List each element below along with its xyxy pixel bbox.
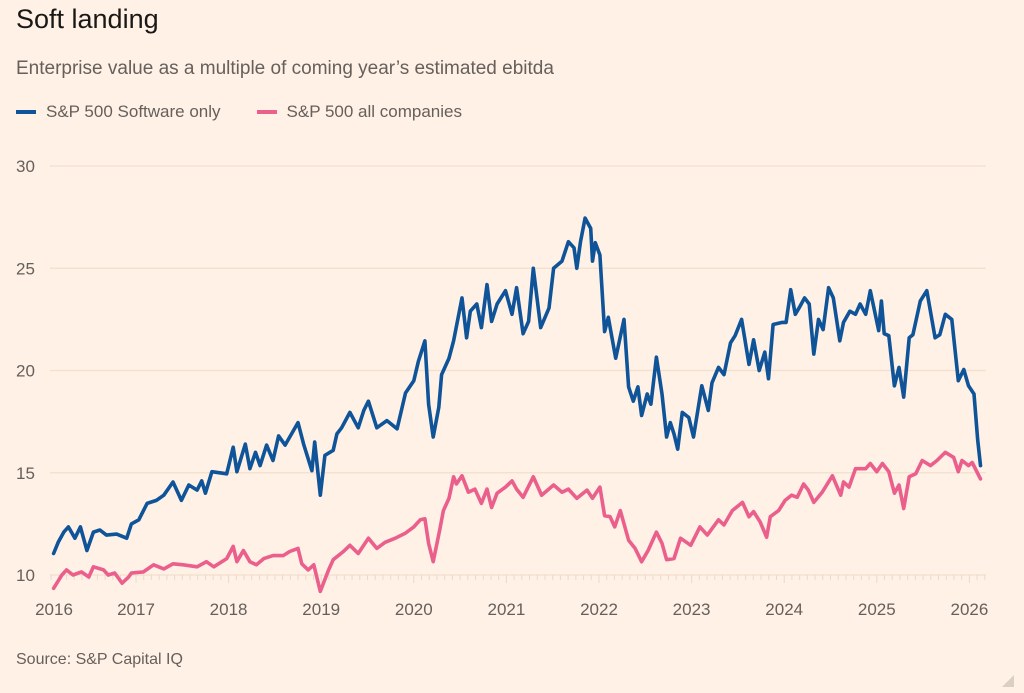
x-tick-label-2026: 2026	[950, 600, 988, 619]
series-lines	[51, 216, 983, 594]
chart-subtitle: Enterprise value as a multiple of coming…	[16, 58, 554, 79]
x-axis-ticks: 2016 2017 2018 2019 2020 2021 2022 2023 2024 2025…	[35, 600, 988, 619]
y-tick-label-15: 15	[16, 464, 35, 483]
x-tick-label-2020: 2020	[395, 600, 433, 619]
x-tick-label-2021: 2021	[487, 600, 525, 619]
chart-title: Soft landing	[16, 4, 159, 34]
source-note: Source: S&P Capital IQ	[16, 651, 183, 668]
x-tick-label-2016: 2016	[35, 600, 73, 619]
legend-swatch-all-companies	[256, 110, 277, 114]
x-tick-label-2019: 2019	[302, 600, 340, 619]
series-line-software	[51, 216, 983, 556]
y-tick-label-10: 10	[16, 566, 35, 585]
y-axis-ticks: 10 15 20 25 30	[16, 157, 35, 585]
legend-swatch-software	[16, 110, 36, 114]
legend-label-all-companies: S&P 500 all companies	[286, 102, 462, 121]
legend-item-all-companies: S&P 500 all companies	[256, 102, 462, 122]
x-tick-label-2023: 2023	[673, 600, 711, 619]
x-tick-label-2025: 2025	[858, 600, 896, 619]
resize-handle-icon	[1002, 675, 1014, 687]
x-tick-label-2017: 2017	[117, 600, 155, 619]
x-tick-label-2018: 2018	[210, 600, 248, 619]
x-tick-label-2022: 2022	[580, 600, 618, 619]
legend: S&P 500 Software only S&P 500 all compan…	[16, 102, 462, 122]
legend-label-software: S&P 500 Software only	[46, 102, 221, 121]
y-tick-label-30: 30	[16, 157, 35, 176]
y-tick-label-20: 20	[16, 362, 35, 381]
x-tick-label-2024: 2024	[765, 600, 803, 619]
legend-item-software: S&P 500 Software only	[16, 102, 221, 122]
gridlines	[50, 165, 986, 583]
y-tick-label-25: 25	[16, 259, 35, 278]
series-line-all-companies	[51, 450, 983, 594]
